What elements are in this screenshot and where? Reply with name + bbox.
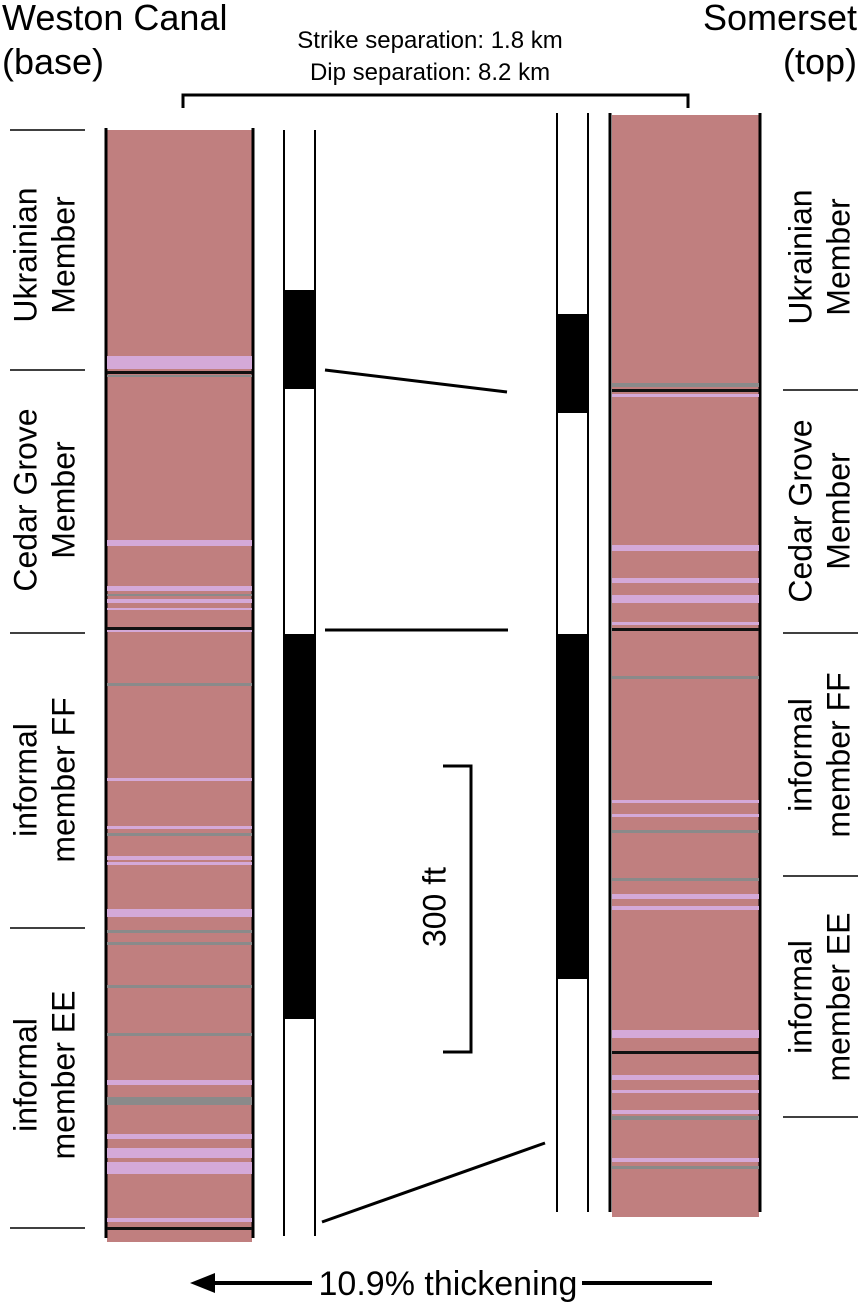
stripe — [107, 375, 252, 377]
member-label: Ukrainian — [7, 187, 43, 322]
member-label: informal — [7, 1018, 43, 1132]
stripe — [107, 1097, 252, 1105]
member-label: informal — [782, 940, 818, 1054]
stripe — [612, 1166, 759, 1169]
polarity-block — [557, 314, 588, 413]
stripe — [107, 862, 252, 865]
stripe — [612, 383, 759, 387]
stripe — [107, 366, 252, 369]
member-label: Cedar Grove — [782, 419, 818, 602]
stripe — [107, 856, 252, 860]
member-label: Cedar Grove — [7, 408, 43, 591]
stripe — [107, 594, 252, 596]
arrow-label: 10.9% thickening — [319, 1265, 578, 1303]
stripe — [612, 1158, 759, 1162]
stripe — [612, 1116, 759, 1120]
stripe — [612, 389, 759, 392]
correlation-line — [324, 368, 508, 394]
scale-bar — [443, 764, 473, 1054]
polarity-block — [284, 634, 315, 1019]
member-label: informal — [7, 723, 43, 837]
stripe — [107, 627, 252, 630]
stripe — [107, 1134, 252, 1139]
stripe — [612, 628, 759, 631]
stripe — [107, 826, 252, 829]
stripe — [107, 608, 252, 610]
stripe — [107, 371, 252, 374]
dip-separation: Dip separation: 8.2 km — [310, 59, 550, 86]
right-title: Somerset — [703, 0, 857, 38]
member-label: member FF — [45, 697, 81, 862]
stripe — [107, 942, 252, 945]
right-subtitle: (top) — [783, 41, 857, 82]
member-label: Member — [820, 198, 856, 316]
stripe — [107, 1218, 252, 1222]
stripe — [107, 1080, 252, 1085]
stripe — [107, 599, 252, 603]
stripe — [612, 894, 759, 899]
stripe — [612, 1110, 759, 1114]
stripe — [107, 1148, 252, 1158]
stripe — [612, 622, 759, 625]
stripe — [612, 1090, 759, 1093]
member-label: member EE — [820, 913, 856, 1082]
stripe — [107, 778, 252, 781]
member-label: informal — [782, 698, 818, 812]
stripe — [612, 878, 759, 881]
stripe — [612, 595, 759, 603]
stripe — [612, 906, 759, 910]
stripe — [612, 1075, 759, 1080]
stripe — [107, 630, 252, 632]
stripe — [612, 394, 759, 397]
stripe — [612, 830, 759, 833]
correlation-line — [321, 1141, 546, 1224]
stripe — [612, 1051, 759, 1054]
member-label: Member — [820, 452, 856, 570]
stripe — [107, 683, 252, 686]
left-subtitle: (base) — [2, 41, 104, 82]
stripe — [612, 676, 759, 679]
stripe — [107, 1162, 252, 1174]
stripe — [107, 930, 252, 933]
stripe — [612, 545, 759, 551]
stripe — [107, 985, 252, 988]
member-label: member FF — [820, 672, 856, 837]
scale-label: 300 ft — [416, 867, 452, 947]
stripe — [612, 800, 759, 803]
bracket — [181, 93, 690, 108]
stripe — [612, 578, 759, 583]
stripe — [612, 1030, 759, 1038]
stripe — [107, 540, 252, 546]
stripe — [107, 1227, 252, 1230]
left-title: Weston Canal — [2, 0, 227, 38]
arrow-head — [190, 1273, 215, 1293]
member-label: Member — [45, 441, 81, 559]
polarity-block — [557, 634, 588, 979]
stripe — [107, 356, 252, 366]
stripe — [107, 586, 252, 591]
stripe — [107, 1033, 252, 1036]
stripe — [612, 814, 759, 817]
strike-separation: Strike separation: 1.8 km — [297, 27, 562, 54]
stripe — [107, 909, 252, 917]
member-label: Member — [45, 196, 81, 314]
polarity-block — [284, 290, 315, 389]
member-label: Ukrainian — [782, 189, 818, 324]
member-label: member EE — [45, 991, 81, 1160]
stripe — [107, 833, 252, 836]
stripes — [10, 129, 858, 1230]
